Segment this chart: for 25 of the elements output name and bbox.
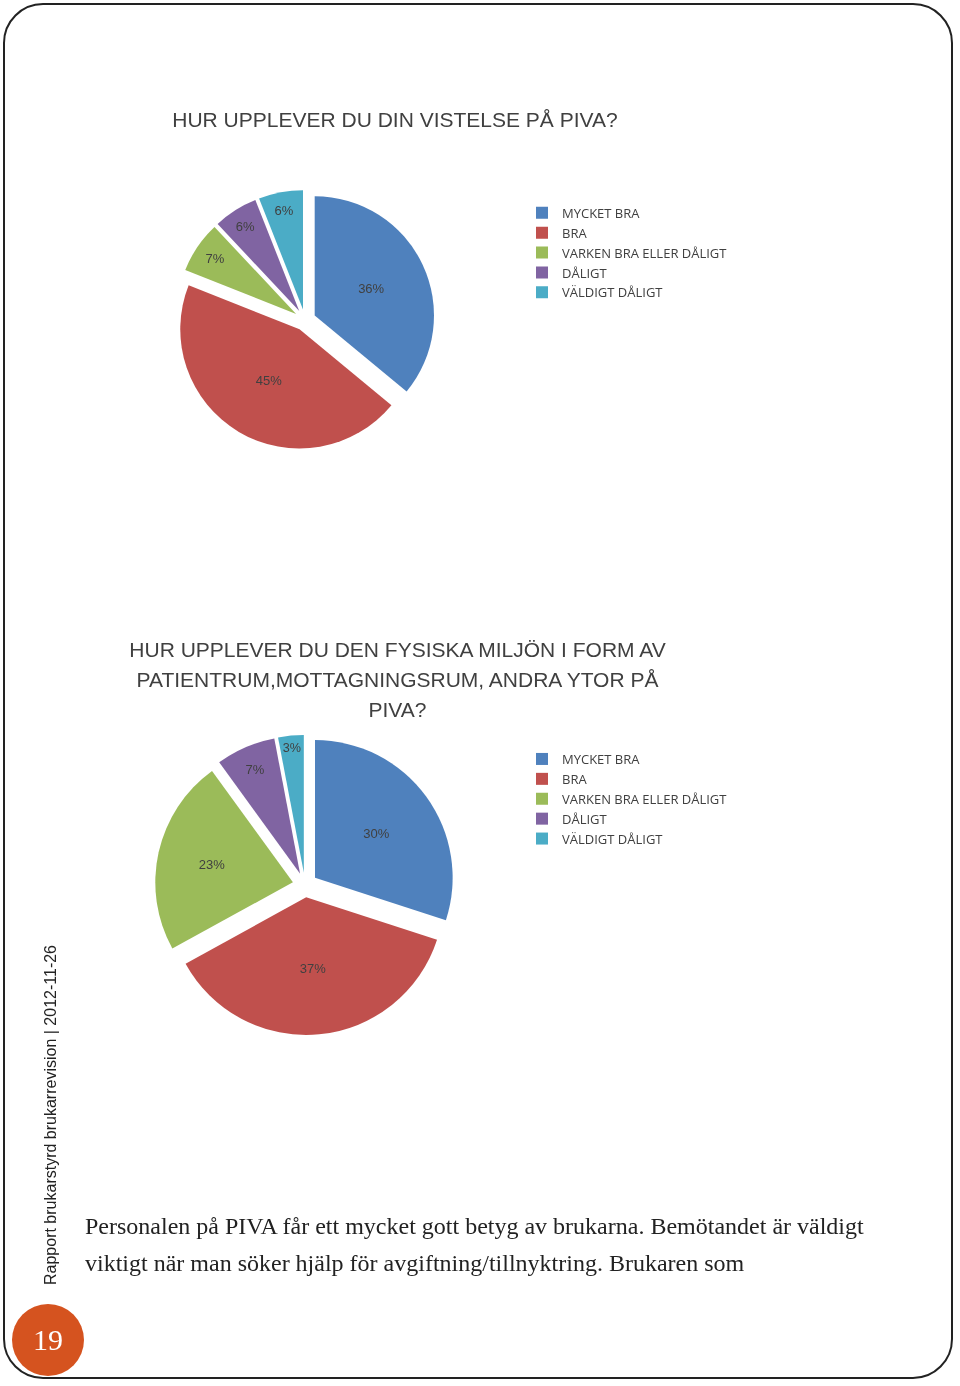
legend-label: VÄLDIGT DÅLIGT [562,283,664,302]
text: Personalen på PIVA får ett mycket gott betyg av brukarna. Bemötandet är väldigt viktigt när man söker hjälp för avgiftning/tillnyktring. Brukaren som [85,1212,865,1278]
chart-title: HUR UPPLEVER DU DIN VISTELSE PÅ PIVA? [171,107,619,133]
legend-label: BRA [562,769,588,788]
legend-label: VÄLDIGT DÅLIGT [562,829,664,848]
legend-label: VARKEN BRA ELLER DÅLIGT [562,243,728,262]
legend-label: DÅLIGT [562,809,608,828]
data-label: 7% [245,762,265,778]
text: Rapport brukarstyrd brukarrevision | 2012-11-26 [42,944,60,1285]
data-label: 7% [205,251,225,267]
text: 19 [12,1304,84,1376]
legend-label: MYCKET BRA [562,750,641,769]
data-label: 36% [358,281,385,297]
legend-label: MYCKET BRA [562,203,641,222]
data-label: 37% [299,961,327,977]
data-label: 3% [282,740,301,755]
data-label: 30% [363,825,390,841]
data-label: 6% [274,203,294,219]
data-label: 23% [198,856,226,872]
legend-label: BRA [562,223,588,242]
chart-title: HUR UPPLEVER DU DEN FYSISKA MILJÖN I FORM AV PATIENTRUM,MOTTAGNINGSRUM, ANDRA YTOR PÅ PIVA? [128,637,667,723]
data-label: 6% [235,218,256,234]
legend-label: VARKEN BRA ELLER DÅLIGT [562,789,728,808]
legend-label: DÅLIGT [562,263,608,282]
data-label: 45% [255,373,283,389]
